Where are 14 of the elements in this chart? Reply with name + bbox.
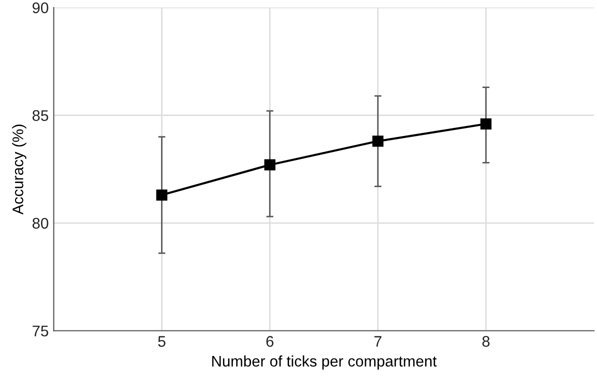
point: [264, 159, 276, 170]
x-tick-label: 8: [482, 336, 490, 347]
y-tick-label: 75: [32, 326, 48, 336]
y-tick-label: 85: [32, 110, 48, 121]
point: [156, 189, 168, 201]
point: [480, 118, 492, 130]
point: [372, 136, 384, 147]
x-tick-label: 6: [266, 336, 274, 347]
x-tick-label: 7: [374, 336, 382, 347]
x-tick-label: 5: [158, 336, 166, 347]
y-tick-label: 90: [32, 2, 48, 14]
x-axis-title: Number of ticks per compartment: [212, 355, 437, 370]
y-axis-title: Accuracy (%): [12, 124, 26, 215]
y-tick-label: 80: [32, 218, 48, 229]
